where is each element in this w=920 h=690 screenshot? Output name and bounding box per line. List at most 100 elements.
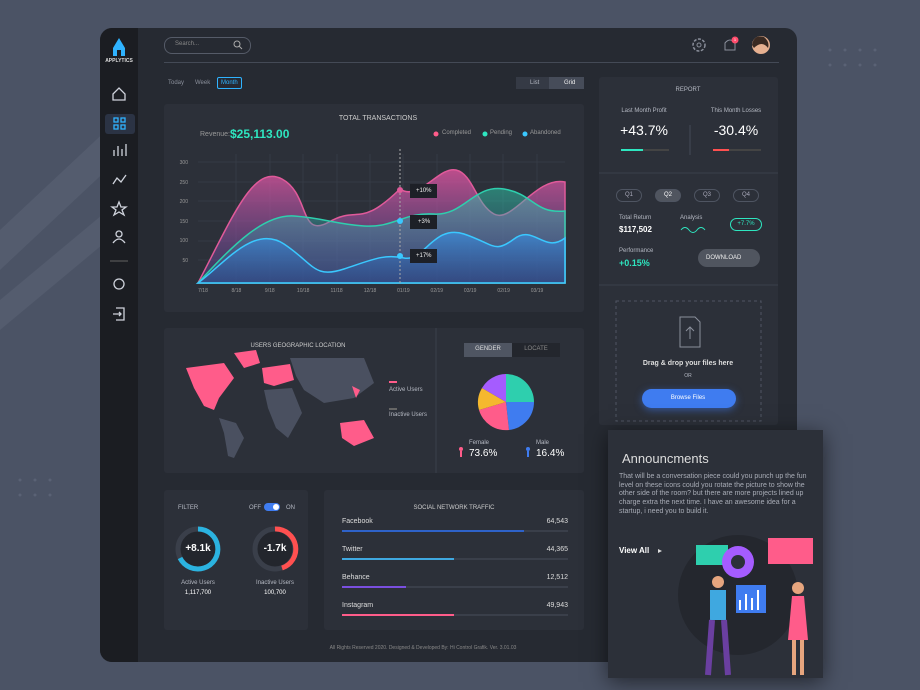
world-map-shape: [479, 402, 509, 431]
illustration-shape: [712, 576, 724, 588]
panel-title: REPORT: [675, 87, 701, 93]
world-map-shape: [506, 374, 534, 402]
quarter-button[interactable]: Q2: [655, 189, 681, 202]
illustration-shape: [788, 596, 808, 640]
backdrop-shape: [18, 478, 22, 482]
y-axis-label: 200: [179, 199, 188, 205]
map-legend: Active Users: [389, 387, 423, 393]
sidebar-icons-shape: [112, 87, 126, 101]
sidebar-icons-shape: [105, 114, 135, 134]
view-all[interactable]: View All: [619, 546, 650, 555]
x-axis-label: 02/19: [497, 288, 510, 294]
traffic-bar: [342, 586, 406, 588]
social-panel: [324, 490, 584, 630]
view-label: List: [530, 80, 540, 86]
gender-tab[interactable]: GENDER: [475, 346, 501, 352]
report-decor-shape: [599, 172, 778, 286]
search-icon-shape: [238, 45, 243, 50]
sidebar-icons: [105, 38, 135, 321]
sidebar-icons-shape: [112, 238, 126, 244]
world-map-shape: [506, 402, 535, 430]
browse-button[interactable]: [642, 389, 736, 408]
backdrop-shape: [873, 48, 877, 52]
illustration-shape: [658, 549, 662, 553]
sidebar-icons-shape: [113, 117, 119, 123]
world-map-shape: [340, 420, 374, 446]
transactions-chart-shape: [410, 215, 437, 229]
tab[interactable]: Today: [168, 80, 185, 86]
ring-count: 1,117,700: [184, 590, 212, 596]
ring-value: -1.7k: [263, 543, 287, 554]
callout: +17%: [416, 253, 432, 259]
tab-active[interactable]: Month: [217, 77, 242, 89]
report-decor-shape: [680, 227, 706, 233]
view-toggle-active[interactable]: [549, 77, 584, 89]
panel-title: TOTAL TRANSACTIONS: [338, 115, 418, 122]
view-toggle[interactable]: [516, 77, 549, 89]
sidebar-icons-shape: [113, 278, 125, 290]
x-axis-label: 10/18: [296, 288, 310, 294]
brand: APPLYTICS: [105, 58, 133, 64]
traffic-bar: [342, 530, 524, 532]
gender-tab[interactable]: LOCATE: [524, 346, 548, 352]
sidebar-icons-shape: [120, 124, 126, 130]
panel-title: SOCIAL NETWORK TRAFFIC: [413, 505, 495, 511]
footer: All Rights Reserved 2020. Designed & Dev…: [329, 645, 517, 651]
top-icons-shape: [692, 38, 706, 52]
network-name: Facebook: [342, 518, 373, 525]
quarter-button[interactable]: Q3: [694, 189, 720, 202]
world-map-shape: [352, 386, 360, 398]
search-icon-shape: [233, 40, 241, 48]
ring-value: +8.1k: [185, 543, 211, 554]
world-map-shape: [389, 381, 397, 383]
transactions-chart-shape: [410, 184, 437, 198]
world-map-shape: [526, 447, 530, 451]
report-decor: [599, 125, 778, 422]
x-axis-label: 12/18: [363, 288, 377, 294]
panel-title: USERS GEOGRAPHIC LOCATION: [250, 343, 346, 349]
sidebar-icons-shape: [110, 200, 128, 217]
toggle-off: OFF: [249, 505, 261, 511]
sidebar-icons-shape: [113, 38, 125, 56]
illustration-shape: [696, 545, 728, 565]
toggle-on: ON: [286, 505, 295, 511]
world-map-shape: [477, 388, 506, 410]
traffic-track: [342, 586, 568, 588]
top-icons: [692, 36, 770, 54]
tab[interactable]: Week: [195, 80, 211, 86]
callout: +3%: [418, 219, 431, 225]
world-map-shape: [464, 343, 512, 357]
report-decor-shape: [621, 149, 669, 151]
x-axis-label: 03/19: [530, 288, 544, 294]
illustration: [658, 535, 813, 676]
world-map-shape: [459, 447, 463, 451]
sidebar-icons-shape: [113, 124, 119, 130]
stat-label: This Month Losses: [710, 108, 762, 114]
backdrop-shape: [48, 493, 52, 497]
traffic-track: [342, 558, 568, 560]
ring-label: Inactive Users: [255, 580, 295, 586]
backdrop-shape: [0, 200, 120, 330]
y-axis-label: 250: [179, 179, 188, 186]
filter-rings-shape: [177, 526, 221, 572]
backdrop-shape: [33, 493, 37, 497]
y-axis-label: 50: [182, 257, 188, 264]
report-decor-shape: [621, 149, 643, 151]
quarter-button[interactable]: Q1: [616, 189, 642, 202]
top-icons-shape: [752, 36, 769, 48]
quarter-button[interactable]: Q4: [733, 189, 759, 202]
return-value: $117,502: [619, 225, 652, 234]
sidebar-icons-shape: [113, 144, 127, 156]
upload-text: Drag & drop your files here: [642, 360, 734, 367]
search-box[interactable]: [164, 37, 251, 54]
view-label: Grid: [564, 80, 576, 86]
x-axis-label: 01/19: [397, 288, 410, 294]
performance-value: +0.15%: [619, 258, 650, 268]
download-button[interactable]: [698, 249, 760, 267]
legend-item: Abandoned: [530, 130, 561, 136]
y-axis-label: 300: [179, 160, 188, 166]
x-axis-label: 7/18: [198, 288, 208, 294]
transactions-chart-shape: [397, 253, 403, 259]
report-decor-shape: [713, 149, 729, 151]
network-value: 64,543: [546, 518, 568, 525]
